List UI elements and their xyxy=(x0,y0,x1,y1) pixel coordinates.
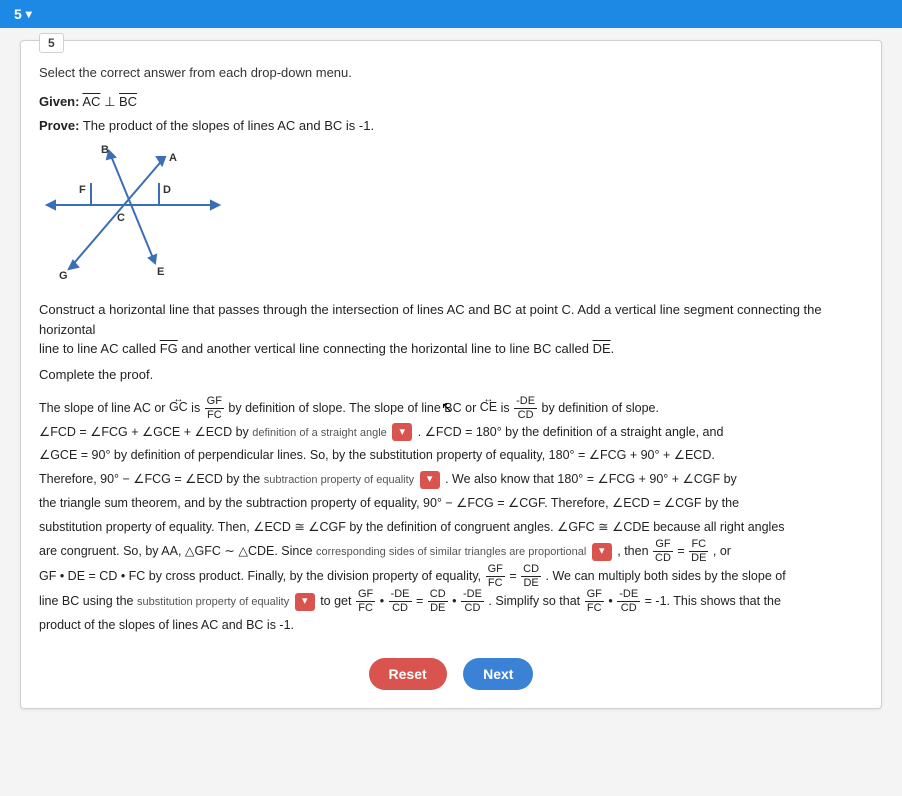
label-A: A xyxy=(169,152,177,164)
prove-label: Prove: xyxy=(39,118,79,133)
given-line: Given: AC ⊥ BC xyxy=(39,94,863,110)
top-nav-bar: 5 ▾ xyxy=(0,0,902,28)
dropdown-2[interactable]: ▾ xyxy=(420,471,440,489)
dropdown-3-value: corresponding sides of similar triangles… xyxy=(316,546,586,558)
arrow-G-icon xyxy=(69,261,78,269)
arrow-left-icon xyxy=(47,201,55,209)
reset-button[interactable]: Reset xyxy=(369,658,447,690)
complete-proof-label: Complete the proof. xyxy=(39,367,863,382)
question-badge: 5 xyxy=(39,33,64,53)
arrow-E-icon xyxy=(149,255,156,263)
label-D: D xyxy=(163,184,171,196)
dropdown-1-value: definition of a straight angle xyxy=(252,427,387,439)
chevron-down-icon[interactable]: ▾ xyxy=(26,7,32,21)
arrow-right-icon xyxy=(211,201,219,209)
construction-text: Construct a horizontal line that passes … xyxy=(39,300,863,359)
button-row: Reset Next xyxy=(39,658,863,690)
label-B: B xyxy=(101,144,109,156)
seg-DE: DE xyxy=(593,341,611,356)
next-button[interactable]: Next xyxy=(463,658,533,690)
seg-FG: FG xyxy=(160,341,178,356)
prove-text: The product of the slopes of lines AC an… xyxy=(83,118,374,133)
line-GC: GC xyxy=(169,400,188,414)
question-number: 5 xyxy=(14,6,22,22)
proof-body: The slope of line AC or GC is GFFC by de… xyxy=(39,396,863,639)
label-G: G xyxy=(59,270,68,282)
segment-AC: AC xyxy=(82,94,100,109)
given-label: Given: xyxy=(39,94,79,109)
geometry-diagram: B A F D C G E xyxy=(39,143,863,288)
line-BC-E xyxy=(109,151,155,263)
frac-negDE-CD: -DECD xyxy=(514,396,537,421)
label-C: C xyxy=(117,212,125,224)
dropdown-3[interactable]: ▾ xyxy=(592,543,612,561)
prove-line: Prove: The product of the slopes of line… xyxy=(39,118,863,133)
diagram-svg: B A F D C G E xyxy=(39,143,239,283)
line-CE: CE xyxy=(480,400,497,414)
label-E: E xyxy=(157,266,164,278)
label-F: F xyxy=(79,184,86,196)
dropdown-4-value: substitution property of equality xyxy=(137,596,289,608)
instruction-text: Select the correct answer from each drop… xyxy=(39,65,863,80)
question-card: 5 Select the correct answer from each dr… xyxy=(20,40,882,709)
dropdown-4[interactable]: ▾ xyxy=(295,593,315,611)
segment-BC: BC xyxy=(119,94,137,109)
frac-GF-FC: GFFC xyxy=(205,396,224,421)
cursor-icon: ↖ xyxy=(441,399,453,416)
perp-symbol: ⊥ xyxy=(104,94,115,109)
dropdown-2-value: subtraction property of equality xyxy=(264,474,414,486)
dropdown-1[interactable]: ▾ xyxy=(392,423,412,441)
